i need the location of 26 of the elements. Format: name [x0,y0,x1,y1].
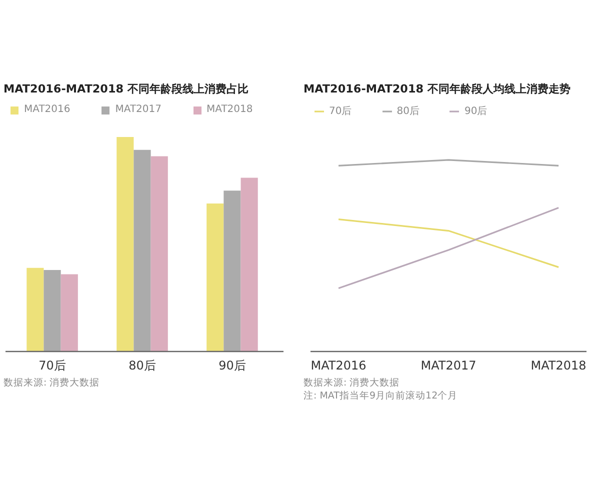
bar [60,274,78,352]
x-tick-label: 90后 [218,358,246,372]
bar [116,136,134,352]
bar [240,178,258,352]
bar [26,268,44,352]
x-tick-label: 70后 [38,358,66,372]
bar [44,270,61,352]
x-tick-label: MAT2018 [530,358,586,372]
bar [224,190,241,352]
bar [150,156,168,352]
bar [134,150,151,352]
chart-title: MAT2016-MAT2018 不同年龄段人均线上消费走势 [304,82,570,96]
legend-label: 70后 [329,104,352,118]
bar [206,203,224,352]
legend-label: MAT2016 [24,104,70,115]
x-tick-label: MAT2016 [310,358,366,372]
legend-label: MAT2018 [206,104,253,115]
source-note: 数据来源: 消费大数据 [4,376,100,388]
text: 注: MAT指当年9月向前滚动12个月 [304,390,458,402]
legend-label: 90后 [464,104,488,118]
source-note: 数据来源: 消费大数据 [304,376,400,388]
legend-label: 80后 [396,104,420,118]
x-tick-label: MAT2017 [420,358,476,372]
x-tick-label: 80后 [128,358,156,372]
legend-label: MAT2017 [115,104,162,115]
chart-title: MAT2016-MAT2018 不同年龄段线上消费占比 [4,82,248,96]
